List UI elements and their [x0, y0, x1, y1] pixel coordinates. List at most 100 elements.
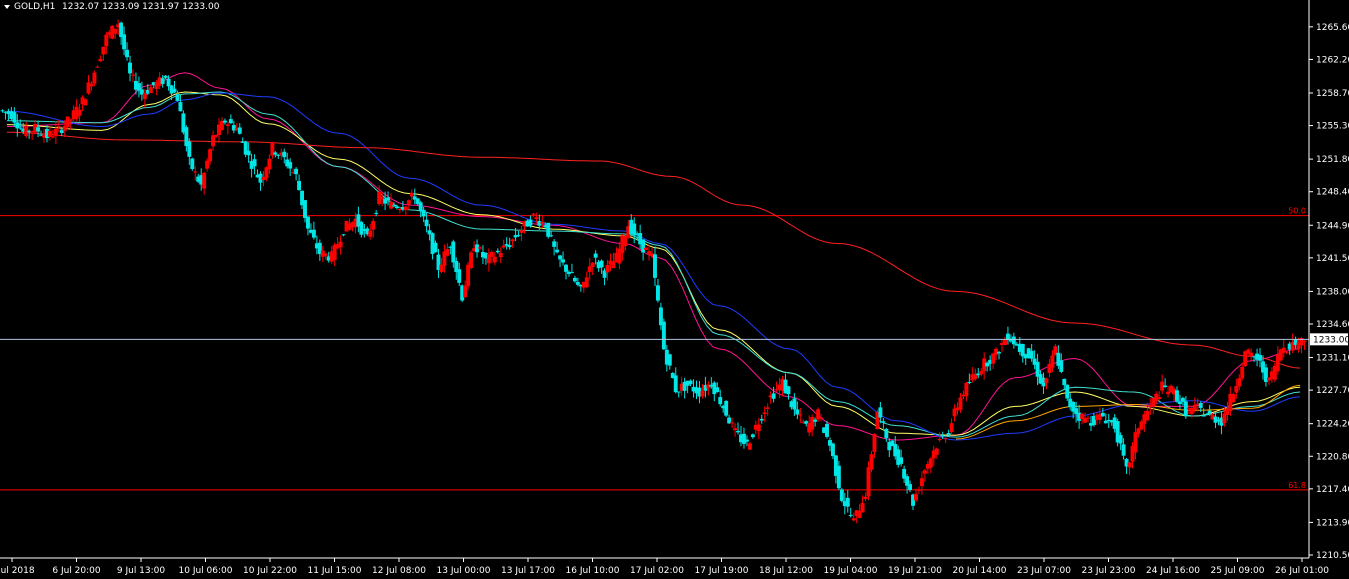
candle-body	[104, 34, 109, 47]
candle-body	[128, 62, 132, 74]
candle-body	[202, 172, 207, 189]
candle-body	[1284, 352, 1289, 354]
y-tick-label: 1210.50	[1316, 551, 1349, 561]
candle-body	[261, 176, 266, 181]
candle-body	[1264, 367, 1268, 382]
candle-body	[1044, 378, 1049, 383]
candle-body	[780, 378, 785, 391]
candle-body	[908, 484, 913, 491]
candle-body	[472, 248, 477, 252]
candle-body	[1231, 394, 1236, 403]
candle-body	[160, 78, 165, 84]
candle-body	[498, 252, 503, 258]
candle-body	[994, 348, 999, 355]
candle-body	[647, 251, 652, 255]
candle-body	[36, 127, 41, 132]
candle-body	[869, 454, 874, 470]
candle-body	[572, 277, 577, 282]
candle-body	[973, 373, 978, 380]
candle-body	[6, 111, 11, 115]
candle-body	[335, 244, 340, 249]
candle-body	[1047, 363, 1052, 373]
candle-body	[214, 135, 218, 137]
candle-body	[86, 82, 91, 94]
candle-body	[125, 49, 130, 58]
candle-body	[688, 380, 693, 385]
candle-body	[848, 514, 853, 516]
x-tick-label: 23 Jul 23:00	[1082, 566, 1136, 576]
candle-body	[914, 493, 918, 501]
candle-body	[949, 423, 954, 433]
candle-body	[549, 235, 554, 237]
candle-body	[92, 72, 97, 84]
candle-body	[839, 489, 844, 501]
candle-body	[905, 476, 910, 486]
candle-body	[694, 387, 699, 394]
candle-body	[329, 251, 334, 262]
candle-body	[795, 409, 800, 415]
candle-body	[365, 228, 370, 235]
ma-line-2	[6, 91, 1301, 438]
symbol-label: GOLD,H1	[14, 2, 55, 12]
candle-body	[1109, 419, 1114, 423]
candle-body	[495, 250, 500, 253]
candle-body	[658, 307, 663, 326]
candle-body	[273, 152, 278, 155]
candle-body	[1249, 352, 1254, 357]
candle-body	[670, 373, 675, 378]
candle-body	[303, 200, 307, 218]
candle-body	[1026, 348, 1031, 359]
candle-body	[389, 201, 393, 209]
candle-body	[460, 285, 465, 301]
candle-body	[804, 421, 809, 424]
candle-body	[774, 389, 779, 391]
candle-body	[1172, 388, 1176, 395]
candle-body	[50, 136, 55, 138]
y-tick-label: 1220.80	[1316, 452, 1349, 462]
candle-body	[1115, 421, 1120, 443]
candle-body	[291, 172, 296, 174]
ohlc-readout: 1232.07 1233.09 1231.97 1233.00	[62, 2, 220, 12]
candle-body	[727, 417, 732, 424]
candle-body	[768, 395, 773, 398]
fib-label-1: 61.8	[1288, 481, 1306, 490]
candle-body	[792, 398, 797, 410]
candle-body	[964, 382, 969, 397]
candle-body	[448, 246, 453, 248]
candle-body	[1000, 343, 1004, 345]
candle-body	[1160, 381, 1165, 391]
candle-body	[854, 510, 859, 517]
candle-body	[1089, 423, 1093, 426]
candle-body	[374, 212, 379, 214]
candle-body	[709, 384, 714, 387]
candle-body	[193, 171, 198, 173]
candle-body	[107, 32, 112, 35]
candle-body	[421, 209, 426, 217]
candle-body	[706, 384, 711, 389]
candle-body	[332, 244, 337, 260]
candle-body	[1097, 414, 1102, 421]
candle-body	[593, 253, 598, 258]
candle-body	[1281, 347, 1286, 353]
x-tick-label: 13 Jul 17:00	[501, 566, 555, 576]
candle-body	[587, 266, 592, 272]
candle-body	[314, 243, 319, 249]
candle-body	[991, 353, 996, 364]
x-tick-label: 5 Jul 2018	[0, 566, 35, 576]
candle-body	[730, 422, 735, 424]
candle-body	[1029, 350, 1034, 359]
candle-body	[457, 269, 462, 283]
candle-body	[119, 22, 124, 38]
candle-body	[463, 285, 468, 298]
candle-body	[955, 407, 960, 411]
chevron-down-icon[interactable]	[4, 5, 10, 9]
candle-body	[258, 173, 263, 183]
candle-body	[1243, 351, 1248, 367]
candle-body	[934, 448, 939, 455]
candle-body	[199, 175, 204, 185]
candle-body	[1266, 377, 1271, 381]
candle-body	[857, 510, 862, 518]
candle-body	[510, 239, 515, 242]
